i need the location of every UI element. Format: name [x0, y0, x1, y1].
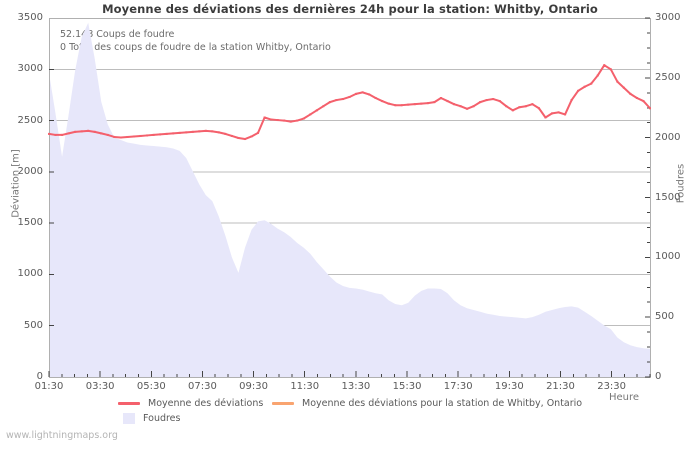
y-axis-left-tick: 0: [36, 371, 43, 382]
x-axis-tick: 03:30: [85, 381, 115, 392]
legend-label: Moyenne des déviations pour la station d…: [302, 398, 583, 409]
x-axis-tick: 05:30: [136, 381, 166, 392]
annotation-station-total: 0 Total des coups de foudre de la statio…: [60, 42, 331, 53]
legend-line-swatch: [272, 402, 294, 405]
deviation-line-series: [48, 64, 651, 141]
legend-line-swatch: [118, 402, 140, 405]
legend-area-swatch: [123, 413, 135, 424]
y-axis-right-tick: 2000: [655, 131, 681, 143]
plot-frame: [49, 18, 651, 378]
x-axis-tick: 01:30: [34, 381, 64, 392]
strokes-area-series: [49, 22, 650, 377]
y-axis-left-tick: 3000: [17, 63, 43, 75]
y-axis-right-tick: 2500: [655, 71, 681, 83]
legend-item[interactable]: Moyenne des déviations pour la station d…: [272, 398, 582, 409]
x-axis-tick: 09:30: [239, 381, 268, 392]
y-axis-right-tick: 3000: [655, 12, 681, 23]
x-axis-label: Heure: [609, 392, 640, 403]
x-axis-tick: 11:30: [290, 381, 320, 392]
y-axis-right-tick: 1500: [655, 191, 681, 203]
y-axis-left-tick: 2000: [17, 165, 43, 177]
legend-label: Foudres: [143, 413, 181, 424]
y-axis-left-tick: 1500: [17, 217, 43, 229]
legend-item[interactable]: Moyenne des déviations: [118, 398, 263, 409]
legend-label: Moyenne des déviations: [148, 398, 264, 409]
y-axis-right-tick: 500: [655, 311, 675, 323]
legend-item[interactable]: Foudres: [118, 413, 180, 424]
x-axis-tick: 15:30: [392, 381, 422, 392]
footer-source-url: www.lightningmaps.org: [6, 430, 118, 441]
y-axis-left-tick: 500: [23, 319, 43, 331]
y-axis-left-tick: 2500: [17, 114, 43, 126]
x-axis-tick: 19:30: [494, 381, 524, 392]
x-axis-tick: 07:30: [188, 381, 217, 392]
y-axis-right-tick: 0: [655, 371, 662, 382]
x-axis-tick: 21:30: [546, 381, 575, 392]
axis-ticks: [48, 17, 651, 378]
x-axis-tick: 23:30: [597, 381, 627, 392]
y-axis-left-tick: 1000: [17, 268, 43, 280]
page-title: Moyenne des déviations des dernières 24h…: [102, 2, 598, 16]
x-axis-tick: 17:30: [443, 381, 473, 392]
x-axis-tick: 13:30: [341, 381, 371, 392]
annotation-strokes-count: 52.148 Coups de foudre: [60, 29, 175, 40]
y-axis-left-tick: 3500: [17, 12, 43, 23]
y-axis-right-tick: 1000: [655, 251, 681, 263]
